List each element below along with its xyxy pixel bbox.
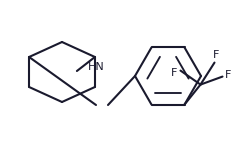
Text: F: F xyxy=(171,68,178,78)
Text: HN: HN xyxy=(88,62,104,72)
Text: F: F xyxy=(213,50,220,60)
Text: F: F xyxy=(225,70,232,80)
